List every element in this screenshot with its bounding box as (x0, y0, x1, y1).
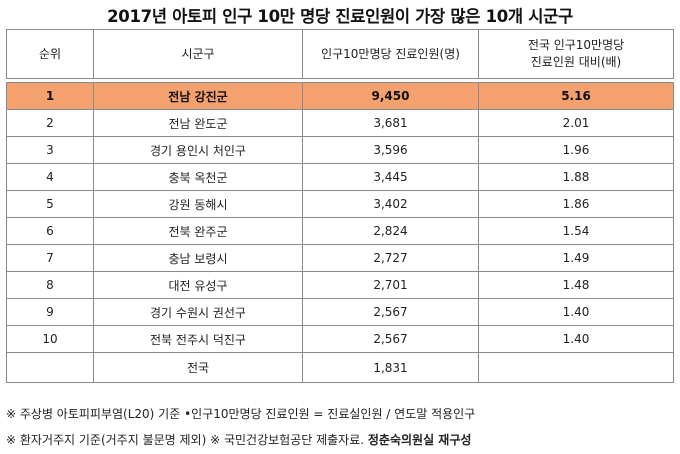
table-row: 2 전남 완도군 3,681 2.01 (6, 109, 674, 137)
cell-rank: 9 (6, 298, 94, 326)
cell-rank: 10 (6, 325, 94, 353)
cell-rank: 8 (6, 271, 94, 299)
header-ratio-line2: 진료인원 대비(배) (530, 55, 622, 69)
cell-per100k: 3,445 (302, 163, 479, 191)
cell-rank: 3 (6, 136, 94, 164)
cell-per100k: 3,596 (302, 136, 479, 164)
footnote-2: ※ 환자거주지 기준(거주지 불문명 제외) ※ 국민건강보험공단 제출자료. … (6, 431, 471, 448)
cell-region: 전남 강진군 (93, 82, 303, 110)
cell-per100k: 3,681 (302, 109, 479, 137)
cell-ratio: 1.96 (478, 136, 674, 164)
cell-region: 전남 완도군 (93, 109, 303, 137)
cell-region: 경기 용인시 처인구 (93, 136, 303, 164)
table-row: 9 경기 수원시 권선구 2,567 1.40 (6, 298, 674, 326)
total-ratio (478, 352, 674, 383)
table-row: 10 전북 전주시 덕진구 2,567 1.40 (6, 325, 674, 353)
header-per100k: 인구10만명당 진료인원(명) (302, 29, 479, 79)
footnote-2-source: 정춘숙의원실 재구성 (367, 433, 472, 447)
table-row: 4 충북 옥천군 3,445 1.88 (6, 163, 674, 191)
table-row: 5 강원 동해시 3,402 1.86 (6, 190, 674, 218)
table-header-row: 순위 시군구 인구10만명당 진료인원(명) 전국 인구10만명당 진료인원 대… (6, 29, 674, 79)
cell-ratio: 1.48 (478, 271, 674, 299)
cell-region: 충북 옥천군 (93, 163, 303, 191)
total-rank-cell (6, 352, 94, 383)
header-rank: 순위 (6, 29, 94, 79)
header-region: 시군구 (93, 29, 303, 79)
table-row: 7 충남 보령시 2,727 1.49 (6, 244, 674, 272)
cell-rank: 2 (6, 109, 94, 137)
cell-per100k: 3,402 (302, 190, 479, 218)
cell-region: 충남 보령시 (93, 244, 303, 272)
cell-ratio: 5.16 (478, 82, 674, 110)
footnote-2-text: ※ 환자거주지 기준(거주지 불문명 제외) ※ 국민건강보험공단 제출자료. (6, 433, 368, 447)
cell-per100k: 2,567 (302, 298, 479, 326)
cell-per100k: 9,450 (302, 82, 479, 110)
cell-per100k: 2,701 (302, 271, 479, 299)
cell-region: 전북 완주군 (93, 217, 303, 245)
cell-rank: 7 (6, 244, 94, 272)
total-row: 전국 1,831 (6, 352, 674, 383)
cell-region: 대전 유성구 (93, 271, 303, 299)
page-title: 2017년 아토피 인구 10만 명당 진료인원이 가장 많은 10개 시군구 (107, 7, 573, 26)
header-ratio-line1: 전국 인구10만명당 (527, 38, 625, 52)
cell-region: 강원 동해시 (93, 190, 303, 218)
cell-per100k: 2,567 (302, 325, 479, 353)
header-ratio: 전국 인구10만명당 진료인원 대비(배) (478, 29, 674, 79)
table-row: 3 경기 용인시 처인구 3,596 1.96 (6, 136, 674, 164)
footnote-1: ※ 주상병 아토피피부염(L20) 기준 •인구10만명당 진료인원 = 진료실… (6, 407, 476, 421)
table-row: 6 전북 완주군 2,824 1.54 (6, 217, 674, 245)
cell-ratio: 1.88 (478, 163, 674, 191)
cell-ratio: 1.49 (478, 244, 674, 272)
cell-rank: 6 (6, 217, 94, 245)
cell-rank: 1 (6, 82, 94, 110)
table-row: 1 전남 강진군 9,450 5.16 (6, 82, 674, 110)
cell-ratio: 1.40 (478, 325, 674, 353)
cell-per100k: 2,727 (302, 244, 479, 272)
table-row: 8 대전 유성구 2,701 1.48 (6, 271, 674, 299)
cell-ratio: 1.86 (478, 190, 674, 218)
cell-per100k: 2,824 (302, 217, 479, 245)
total-per100k: 1,831 (302, 352, 479, 383)
cell-ratio: 1.40 (478, 298, 674, 326)
cell-ratio: 2.01 (478, 109, 674, 137)
cell-rank: 5 (6, 190, 94, 218)
cell-ratio: 1.54 (478, 217, 674, 245)
cell-rank: 4 (6, 163, 94, 191)
cell-region: 경기 수원시 권선구 (93, 298, 303, 326)
total-label: 전국 (93, 352, 303, 383)
ranking-table: 순위 시군구 인구10만명당 진료인원(명) 전국 인구10만명당 진료인원 대… (6, 29, 674, 383)
cell-region: 전북 전주시 덕진구 (93, 325, 303, 353)
